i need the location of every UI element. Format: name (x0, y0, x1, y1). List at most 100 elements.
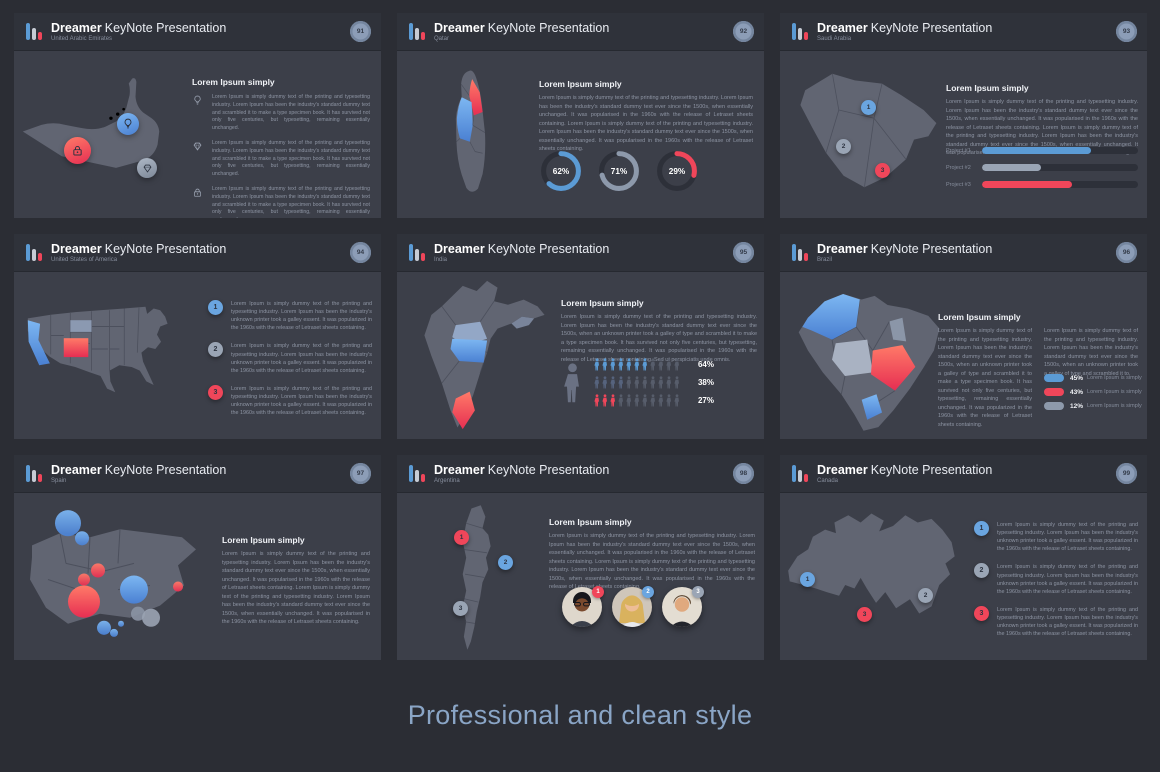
progress-track (982, 147, 1138, 154)
slide-country: Argentina (434, 478, 460, 484)
diamond-marker-icon (137, 158, 157, 178)
legend-percent: 43% (1070, 388, 1084, 396)
slide-number-badge: 98 (733, 463, 754, 484)
paragraph: Lorem Ipsum is simply dummy text of the … (549, 533, 755, 591)
list-item-text: Lorem Ipsum is simply dummy text of the … (212, 185, 370, 218)
numbered-item: 2 Lorem Ipsum is simply dummy text of th… (974, 563, 1138, 595)
brand-logo-icon (792, 465, 808, 482)
slide-country: United Arabic Emirates (51, 36, 113, 42)
slide-header: Dreamer KeyNote Presentation United State… (14, 234, 381, 272)
progress-row: Project #2 (946, 164, 1138, 171)
paragraph-column: Lorem Ipsum is simply dummy text of the … (1044, 328, 1138, 377)
slide-country: United States of America (51, 257, 118, 263)
brazil-map (798, 294, 940, 431)
board-caption: Professional and clean style (407, 700, 753, 730)
slide-country: Spain (51, 478, 67, 484)
donut-charts: 62% 71% 29% (539, 149, 699, 193)
brand-logo-icon (409, 23, 425, 40)
uae-map (22, 78, 160, 168)
slide-country: Saudi Arabia (817, 36, 852, 42)
slide-title: Dreamer KeyNote Presentation (51, 242, 227, 256)
legend-row: 45% Lorem Ipsum is simply (1044, 374, 1142, 382)
slide-uae[interactable]: Dreamer KeyNote Presentation United Arabi… (14, 13, 381, 218)
legend: 45% Lorem Ipsum is simply 43% Lorem Ipsu… (1044, 374, 1142, 416)
lock-icon (192, 186, 205, 218)
slide-country: Qatar (434, 36, 450, 42)
brand-logo-icon (409, 465, 425, 482)
map-pin: 2 (836, 139, 851, 154)
brand-logo-icon (26, 465, 42, 482)
item-text: Lorem Ipsum is simply dummy text of the … (231, 301, 372, 332)
lightbulb-marker-icon (117, 113, 139, 135)
list-item: Lorem Ipsum is simply dummy text of the … (192, 186, 370, 218)
slide-india[interactable]: Dreamer KeyNote Presentation India 95 Lor… (397, 234, 764, 439)
lorem-heading: Lorem Ipsum simply (192, 77, 275, 87)
legend-swatch (1044, 388, 1064, 396)
progress-track (982, 164, 1138, 171)
slide-argentina[interactable]: Dreamer KeyNote Presentation Argentina 98… (397, 455, 764, 660)
legend-label: Lorem Ipsum is simply (1087, 403, 1142, 409)
person-icon (563, 360, 582, 411)
percent-label: 38% (697, 378, 714, 387)
map-pin: 3 (453, 601, 468, 616)
brand-logo-icon (26, 23, 42, 40)
slide-number-badge: 94 (350, 242, 371, 263)
qatar-map (455, 70, 486, 192)
number-circle: 3 (974, 605, 989, 621)
donut-chart: 29% (657, 151, 697, 191)
paragraph: Lorem Ipsum is simply dummy text of the … (539, 95, 753, 153)
slide-title: Dreamer KeyNote Presentation (434, 242, 610, 256)
slide-number-badge: 95 (733, 242, 754, 263)
progress-row: Project #3 (946, 181, 1138, 188)
map-pin: 1 (454, 530, 469, 545)
slide-number-badge: 92 (733, 21, 754, 42)
spain-bubble-map (30, 510, 196, 637)
number-circle: 1 (974, 521, 989, 536)
brand-logo-icon (792, 23, 808, 40)
slide-title: Dreamer KeyNote Presentation (817, 463, 993, 477)
slide-canada[interactable]: Dreamer KeyNote Presentation Canada 99 1 … (780, 455, 1147, 660)
list-item: Lorem Ipsum is simply dummy text of the … (192, 94, 370, 133)
legend-row: 12% Lorem Ipsum is simply (1044, 402, 1142, 410)
item-text: Lorem Ipsum is simply dummy text of the … (231, 385, 372, 417)
people-icons (594, 376, 680, 389)
list-item-text: Lorem Ipsum is simply dummy text of the … (212, 139, 370, 178)
avatar-badge: 2 (642, 586, 654, 598)
slide-qatar[interactable]: Dreamer KeyNote Presentation Qatar 92 Lor… (397, 13, 764, 218)
lorem-heading: Lorem Ipsum simply (222, 535, 305, 545)
lorem-heading: Lorem Ipsum simply (946, 83, 1029, 93)
slide-title: Dreamer KeyNote Presentation (51, 463, 227, 477)
people-icons (594, 358, 680, 371)
progress-label: Project #1 (946, 147, 971, 154)
lightbulb-icon (192, 94, 205, 133)
saudi-arabia-map (800, 73, 937, 188)
numbered-item: 1 Lorem Ipsum is simply dummy text of th… (974, 521, 1138, 553)
slide-title: Dreamer KeyNote Presentation (817, 242, 993, 256)
slide-header: Dreamer KeyNote Presentation United Arabi… (14, 13, 381, 51)
numbered-item: 1 Lorem Ipsum is simply dummy text of th… (208, 300, 372, 332)
map-pin: 1 (861, 100, 876, 115)
slide-number-badge: 99 (1116, 463, 1137, 484)
legend-row: 43% Lorem Ipsum is simply (1044, 388, 1142, 396)
svg-text:29%: 29% (669, 167, 686, 176)
slide-header: Dreamer KeyNote Presentation India 95 (397, 234, 764, 272)
slide-usa[interactable]: Dreamer KeyNote Presentation United State… (14, 234, 381, 439)
avatar-badge: 3 (692, 586, 704, 598)
number-circle: 1 (208, 300, 223, 315)
item-text: Lorem Ipsum is simply dummy text of the … (997, 564, 1138, 595)
numbered-item: 3 Lorem Ipsum is simply dummy text of th… (974, 605, 1138, 638)
slide-saudi-arabia[interactable]: Dreamer KeyNote Presentation Saudi Arabia… (780, 13, 1147, 218)
numbered-list: 1 Lorem Ipsum is simply dummy text of th… (974, 521, 1138, 648)
slide-brazil[interactable]: Dreamer KeyNote Presentation Brazil 96 (780, 234, 1147, 439)
legend-swatch (1044, 374, 1064, 382)
slide-title: Dreamer KeyNote Presentation (817, 21, 993, 35)
paragraph: Lorem Ipsum is simply dummy text of the … (561, 314, 757, 363)
slide-spain[interactable]: Dreamer KeyNote Presentation Spain 97 (14, 455, 381, 660)
slide-header: Dreamer KeyNote Presentation Saudi Arabia… (780, 13, 1147, 51)
list-item-text: Lorem Ipsum is simply dummy text of the … (212, 94, 370, 132)
slide-number-badge: 93 (1116, 21, 1137, 42)
list-item: Lorem Ipsum is simply dummy text of the … (192, 140, 370, 179)
slide-title: Dreamer KeyNote Presentation (434, 463, 610, 477)
percent-label: 27% (697, 396, 714, 405)
india-map (424, 280, 545, 430)
